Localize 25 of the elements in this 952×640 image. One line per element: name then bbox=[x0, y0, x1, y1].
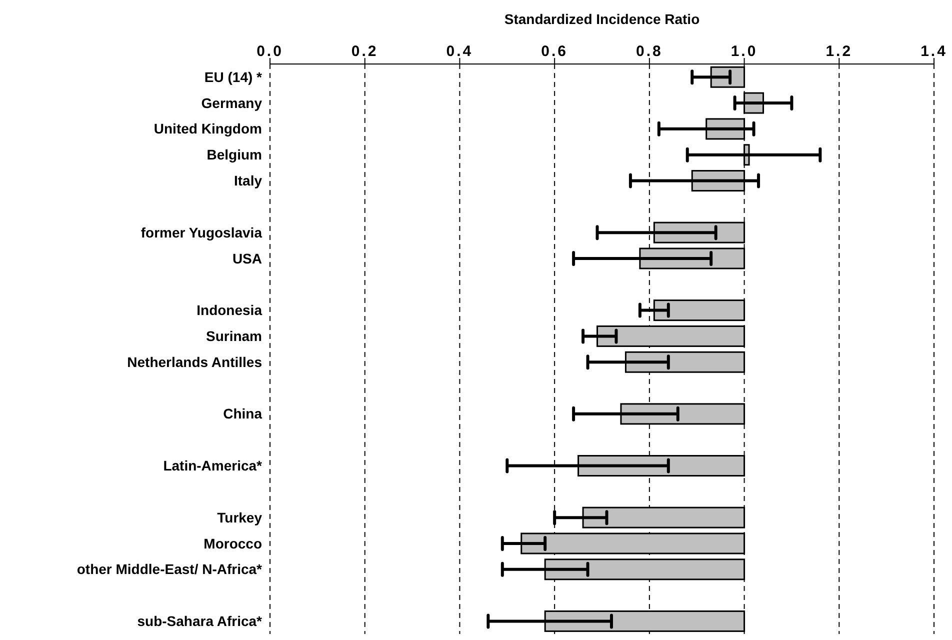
y-tick-label: EU (14) * bbox=[204, 68, 263, 85]
y-tick-label: Germany bbox=[201, 94, 262, 111]
y-tick-label: Italy bbox=[234, 172, 262, 189]
x-tick-label: 1.4 bbox=[920, 43, 948, 60]
y-tick-label: Surinam bbox=[206, 328, 262, 344]
y-tick-label: Indonesia bbox=[196, 302, 262, 318]
x-tick-label: 1.2 bbox=[826, 43, 853, 60]
y-tick-label: former Yugoslavia bbox=[140, 224, 262, 240]
y-tick-label: other Middle-East/ N-Africa* bbox=[76, 561, 263, 578]
x-axis-title: Standardized Incidence Ratio bbox=[504, 10, 700, 27]
x-tick-label: 0.8 bbox=[636, 43, 663, 60]
y-tick-label: China bbox=[223, 406, 262, 422]
y-tick-label: USA bbox=[232, 250, 262, 266]
x-tick-label: 0.6 bbox=[541, 43, 568, 60]
x-tick-label: 0.2 bbox=[351, 43, 378, 60]
y-tick-label: Belgium bbox=[206, 146, 262, 163]
y-tick-label: United Kingdom bbox=[154, 120, 262, 137]
x-tick-label: 1.0 bbox=[730, 43, 758, 60]
x-tick-label: 0.0 bbox=[256, 43, 284, 60]
y-tick-label: sub-Sahara Africa* bbox=[137, 613, 263, 630]
y-tick-label: Turkey bbox=[217, 509, 262, 526]
y-tick-label: Latin-America* bbox=[163, 458, 263, 474]
x-tick-label: 0.4 bbox=[446, 43, 474, 60]
y-tick-label: Morocco bbox=[204, 535, 262, 552]
y-tick-label: Netherlands Antilles bbox=[127, 354, 262, 370]
